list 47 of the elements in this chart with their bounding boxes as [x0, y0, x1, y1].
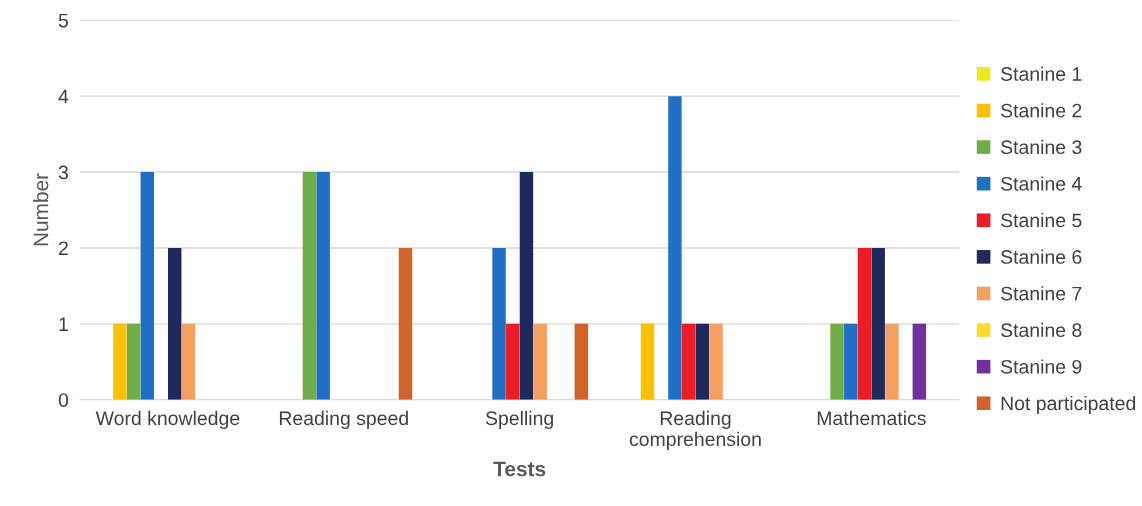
- x-tick-label: Reading speed: [279, 410, 408, 429]
- x-tick-label: Spelling: [485, 410, 553, 429]
- bar: [844, 323, 858, 400]
- y-tick-label: 3: [58, 165, 68, 180]
- bar: [912, 323, 927, 400]
- y-tick-label: 5: [58, 13, 69, 28]
- bar: [695, 323, 710, 400]
- legend-label: Not participated: [1001, 395, 1136, 415]
- bar: [168, 247, 182, 400]
- legend-label: Stanine 5: [1001, 212, 1082, 228]
- x-tick-label: Word knowledge: [95, 410, 240, 429]
- legend-label: Stanine 7: [1001, 286, 1082, 301]
- bar: [506, 323, 520, 400]
- bar: [640, 323, 655, 400]
- bar: [140, 172, 155, 400]
- legend-label: Stanine 8: [1001, 322, 1082, 338]
- bar: [316, 172, 330, 400]
- legend-label: Stanine 6: [1001, 249, 1082, 264]
- legend-label: Stanine 4: [1001, 176, 1082, 191]
- y-tick-label: 2: [58, 241, 68, 255]
- bar: [181, 323, 196, 400]
- legend-label: Stanine 2: [1001, 103, 1082, 118]
- bar: [857, 247, 872, 400]
- y-tick-label: 4: [58, 89, 69, 104]
- y-tick-label: 0: [58, 393, 69, 407]
- bar: [113, 323, 127, 400]
- y-tick-label: 1: [59, 317, 68, 331]
- bar: [681, 323, 696, 400]
- bar: [126, 323, 141, 400]
- y-axis-title: Number: [33, 173, 49, 246]
- legend-label: Stanine 3: [1001, 139, 1082, 155]
- legend-label: Stanine 1: [1001, 66, 1082, 81]
- bar: [709, 323, 723, 400]
- x-axis-title: Tests: [493, 461, 546, 477]
- legend-label: Stanine 9: [1001, 359, 1082, 374]
- bar: [871, 247, 885, 400]
- bar: [885, 323, 899, 400]
- bar: [574, 323, 589, 400]
- bar: [668, 96, 682, 400]
- bar: [492, 247, 506, 400]
- bar: [519, 172, 534, 400]
- x-tick-label: Reading comprehension: [629, 410, 761, 450]
- x-tick-label: Mathematics: [817, 410, 926, 426]
- bar: [398, 247, 413, 400]
- bar: [533, 323, 547, 400]
- bar: [302, 172, 317, 400]
- bar: [830, 323, 844, 400]
